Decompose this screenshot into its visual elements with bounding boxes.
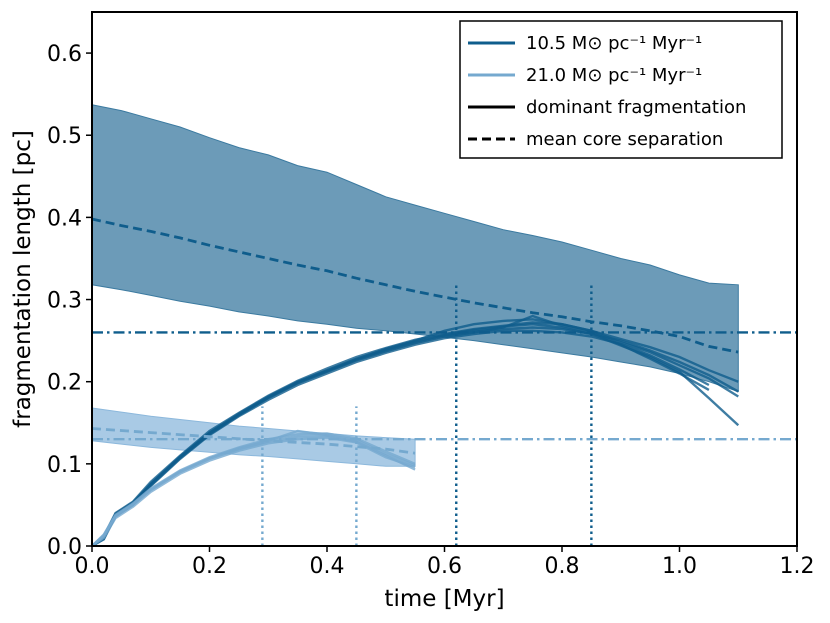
21-0-dominant-fragmentation-runs-run-3	[91, 436, 416, 547]
plot-area	[91, 104, 797, 548]
y-tick-label: 0.4	[47, 206, 82, 231]
y-tick-label: 0.6	[47, 42, 82, 67]
y-tick-label: 0.0	[47, 535, 82, 560]
10-5-mean-core-separation-line	[91, 217, 739, 354]
x-tick-label: 0.0	[75, 554, 110, 579]
legend-label-3: dominant fragmentation	[526, 97, 746, 118]
x-axis: 0.0 0.2 0.4 0.6 0.8 1.0 1.2	[75, 546, 815, 579]
y-tick-label: 0.3	[47, 289, 82, 314]
y-tick-label: 0.1	[47, 453, 82, 478]
10-5-dominant-fragmentation-runs-run-6	[91, 322, 740, 547]
y-tick-label: 0.5	[47, 124, 82, 149]
x-tick-label: 0.6	[427, 554, 462, 579]
21-0-mean-core-separation-line	[91, 427, 416, 455]
legend-label-1: 10.5 M⊙ pc⁻¹ Myr⁻¹	[526, 33, 702, 54]
legend-label-4: mean core separation	[526, 129, 723, 150]
legend: 10.5 M⊙ pc⁻¹ Myr⁻¹ 21.0 M⊙ pc⁻¹ Myr⁻¹ domi…	[459, 20, 783, 159]
y-axis: 0.0 0.1 0.2 0.3 0.4 0.5 0.6	[47, 42, 92, 560]
x-tick-label: 0.2	[192, 554, 227, 579]
legend-label-2: 21.0 M⊙ pc⁻¹ Myr⁻¹	[526, 65, 702, 86]
x-tick-label: 1.0	[662, 554, 697, 579]
x-tick-label: 0.4	[310, 554, 345, 579]
x-tick-label: 0.8	[545, 554, 580, 579]
legend-box	[459, 20, 783, 159]
21-0-spread-of-core-separation-band	[91, 407, 416, 467]
21-0-dominant-fragmentation-runs-run-4	[91, 429, 416, 547]
y-axis-label: fragmentation length [pc]	[10, 130, 36, 428]
y-tick-label: 0.2	[47, 371, 82, 396]
x-axis-label: time [Myr]	[384, 586, 504, 612]
x-tick-label: 1.2	[780, 554, 815, 579]
